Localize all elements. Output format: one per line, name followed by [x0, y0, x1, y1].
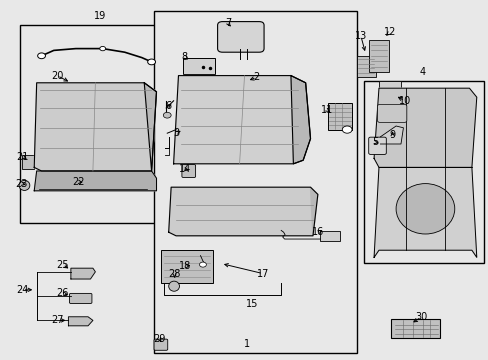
Text: 2: 2	[253, 72, 259, 82]
Text: 26: 26	[56, 288, 69, 298]
FancyBboxPatch shape	[217, 22, 264, 52]
Text: 9: 9	[389, 130, 395, 140]
Text: 30: 30	[414, 312, 427, 322]
Text: 5: 5	[371, 137, 377, 147]
Bar	[154, 11, 356, 353]
Circle shape	[38, 53, 45, 59]
Text: 27: 27	[51, 315, 64, 325]
Ellipse shape	[168, 281, 179, 291]
Text: 28: 28	[168, 269, 181, 279]
Text: 21: 21	[16, 152, 29, 162]
Polygon shape	[373, 167, 476, 257]
FancyBboxPatch shape	[368, 137, 386, 154]
Bar	[356, 56, 375, 77]
Text: 3: 3	[173, 128, 179, 138]
Bar	[390, 319, 439, 338]
Text: 12: 12	[383, 27, 395, 37]
FancyBboxPatch shape	[182, 165, 195, 177]
Polygon shape	[144, 83, 156, 171]
Bar	[378, 81, 400, 104]
Text: 1: 1	[244, 339, 249, 349]
Polygon shape	[34, 171, 156, 191]
Circle shape	[100, 46, 105, 51]
Ellipse shape	[19, 180, 30, 190]
Circle shape	[163, 112, 171, 118]
FancyBboxPatch shape	[69, 293, 92, 303]
Bar	[368, 40, 388, 72]
Polygon shape	[373, 88, 476, 167]
Text: 15: 15	[245, 299, 258, 309]
Bar	[327, 103, 351, 130]
Polygon shape	[290, 76, 310, 164]
Text: 20: 20	[51, 71, 63, 81]
Polygon shape	[71, 268, 95, 279]
Circle shape	[342, 126, 351, 133]
Polygon shape	[380, 126, 403, 144]
Text: 19: 19	[94, 11, 106, 21]
Bar	[20, 25, 181, 223]
Bar	[320, 231, 339, 241]
Text: 22: 22	[72, 177, 84, 187]
Polygon shape	[34, 83, 156, 171]
Text: 29: 29	[153, 334, 165, 344]
Bar	[22, 155, 34, 169]
Ellipse shape	[395, 184, 454, 234]
Text: 25: 25	[56, 260, 69, 270]
Bar	[364, 81, 483, 263]
Text: 13: 13	[354, 31, 366, 41]
Polygon shape	[310, 187, 317, 236]
Text: 10: 10	[398, 96, 410, 106]
Text: 8: 8	[182, 52, 187, 62]
Polygon shape	[168, 187, 317, 236]
Polygon shape	[173, 76, 310, 164]
Text: 7: 7	[225, 18, 231, 28]
Text: 4: 4	[419, 67, 425, 77]
Text: 16: 16	[311, 227, 324, 237]
FancyBboxPatch shape	[377, 104, 406, 122]
Circle shape	[147, 59, 155, 65]
Bar	[183, 58, 215, 74]
Text: 17: 17	[256, 269, 269, 279]
Text: 11: 11	[320, 105, 332, 115]
Text: 6: 6	[165, 101, 171, 111]
Text: 14: 14	[178, 164, 191, 174]
Text: 18: 18	[178, 261, 191, 271]
Text: 24: 24	[16, 285, 29, 295]
FancyBboxPatch shape	[154, 339, 167, 350]
Polygon shape	[68, 317, 93, 326]
Bar	[161, 250, 212, 283]
Text: 23: 23	[15, 179, 27, 189]
Circle shape	[199, 262, 206, 267]
